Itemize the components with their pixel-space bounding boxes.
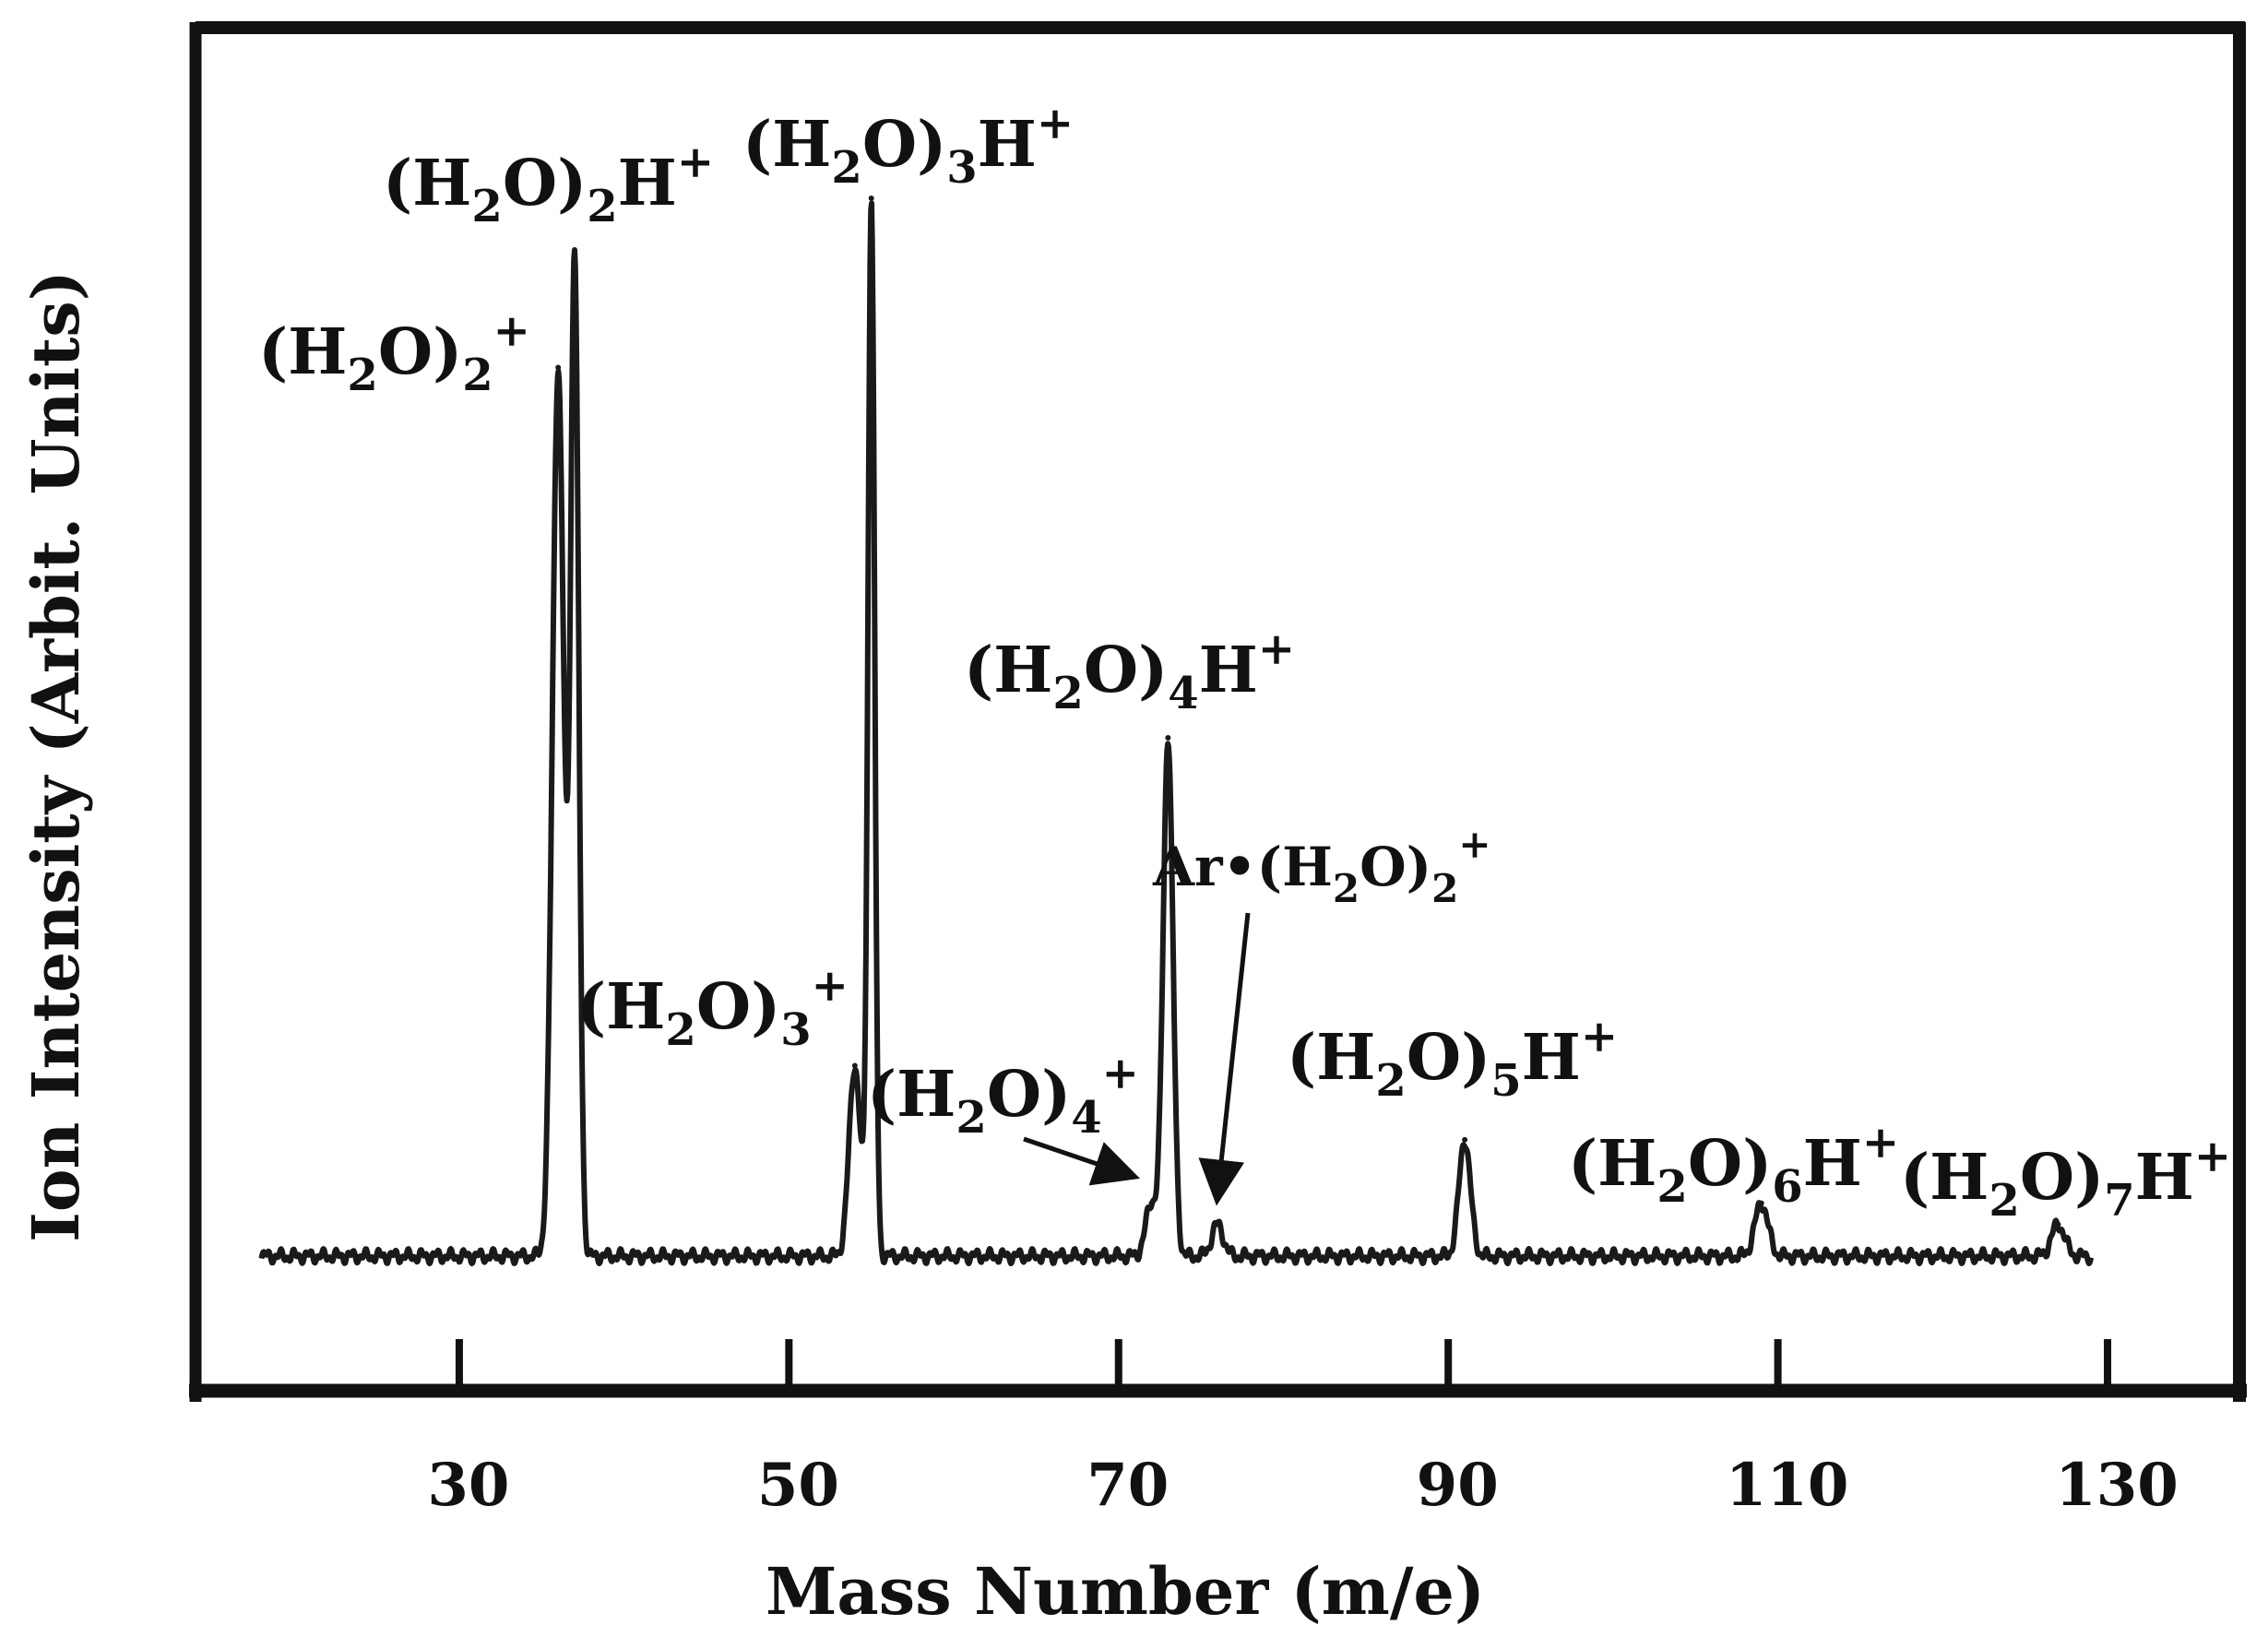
x-tick-label: 50 bbox=[757, 1451, 839, 1520]
peak-label: (H2O)2+ bbox=[258, 305, 530, 401]
peak-point bbox=[1215, 1221, 1220, 1228]
annotation-arrows bbox=[1023, 912, 1251, 1206]
annotation-arrow bbox=[1198, 912, 1251, 1206]
x-axis-label: Mass Number (m/e) bbox=[766, 1553, 1485, 1630]
peak-labels: (H2O)2+ (H2O)2H+ (H2O)3+ (H2O)3H+ (H2O)4+ (H2… bbox=[258, 98, 2231, 1227]
peak-label: (H2O)2H+ bbox=[383, 136, 714, 232]
x-tick-label: 130 bbox=[2055, 1451, 2179, 1520]
peak-label: (H2O)4+ bbox=[867, 1048, 1139, 1144]
peak-point bbox=[1462, 1136, 1468, 1143]
y-axis-label: Ion Intensity (Arbit. Units) bbox=[18, 270, 94, 1242]
peak-point bbox=[851, 1062, 858, 1069]
peak-point bbox=[868, 196, 874, 201]
peak-label: (H2O)4H+ bbox=[964, 623, 1295, 719]
x-tick-label: 110 bbox=[1726, 1451, 1849, 1520]
x-tick-label: 70 bbox=[1087, 1451, 1169, 1520]
x-tick-label: 90 bbox=[1417, 1451, 1499, 1520]
peak-label: (H2O)3+ bbox=[576, 960, 849, 1056]
spectrum-trace-layer bbox=[258, 196, 2095, 1266]
peak-point bbox=[1148, 1200, 1155, 1206]
peak-point bbox=[1165, 734, 1171, 741]
peak-point bbox=[572, 258, 578, 265]
peak-label: Ar•(H2O)2+ bbox=[1152, 822, 1491, 911]
peak-label: (H2O)5H+ bbox=[1287, 1011, 1618, 1107]
peak-label: (H2O)6H+ bbox=[1568, 1117, 1899, 1213]
peak-point bbox=[1758, 1200, 1764, 1206]
x-ticks: 30 50 70 90 110 130 bbox=[427, 1339, 2179, 1520]
peak-point bbox=[555, 364, 562, 371]
x-tick-label: 30 bbox=[427, 1451, 509, 1520]
spectrum-line bbox=[258, 200, 2095, 1266]
annotation-arrow bbox=[1023, 1136, 1140, 1186]
peak-label: (H2O)7H+ bbox=[1900, 1131, 2231, 1227]
peak-point bbox=[2055, 1221, 2061, 1228]
peak-label: (H2O)3H+ bbox=[742, 98, 1074, 194]
